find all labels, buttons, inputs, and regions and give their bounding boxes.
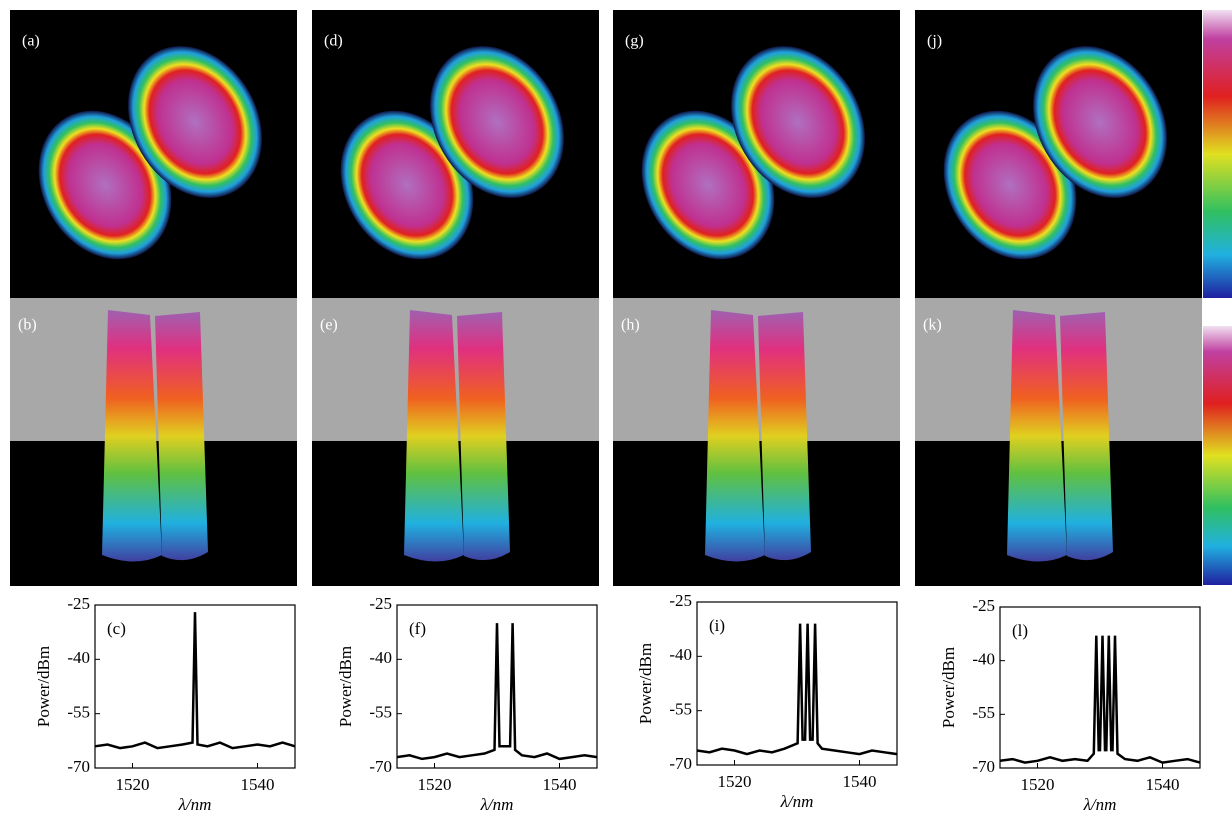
y-tick-label: -55 (972, 703, 995, 722)
y-tick-label: -55 (669, 700, 692, 719)
panel-label: (i) (709, 616, 725, 635)
panel-label: (h) (621, 317, 640, 334)
x-tick-label: 1520 (1021, 775, 1055, 794)
x-tick-label: 1520 (718, 772, 752, 791)
y-tick-label: -25 (972, 596, 995, 615)
surface-pillar (1007, 310, 1067, 562)
y-axis-label: Power/dBm (34, 646, 53, 727)
x-axis-label: λ/nm (1083, 795, 1117, 814)
panel-label: (f) (409, 619, 426, 638)
plot-frame (94, 604, 296, 769)
x-tick-label: 1540 (1146, 775, 1180, 794)
colorbar (1203, 10, 1232, 298)
x-axis-label: λ/nm (780, 792, 814, 811)
mode-lobe (38, 110, 172, 260)
panel-label: (d) (324, 33, 343, 50)
y-axis-label: Power/dBm (336, 646, 355, 727)
y-tick-label: -55 (67, 703, 90, 722)
panel-label: (a) (22, 33, 40, 50)
mode-lobe (430, 46, 564, 198)
y-tick-label: -70 (669, 754, 692, 773)
panel-label: (l) (1012, 621, 1028, 640)
plot-frame (396, 604, 598, 769)
y-tick-label: -25 (369, 594, 392, 613)
y-tick-label: -40 (67, 648, 90, 667)
x-tick-label: 1540 (843, 772, 877, 791)
x-tick-label: 1540 (543, 775, 577, 794)
mode-lobe (1033, 46, 1167, 198)
x-tick-label: 1540 (241, 775, 275, 794)
x-tick-label: 1520 (116, 775, 150, 794)
surface-pillar (457, 312, 510, 561)
mode-lobe (641, 110, 775, 260)
panel-label: (g) (625, 33, 644, 50)
spectrum-line (696, 623, 898, 756)
y-tick-label: -70 (369, 757, 392, 776)
y-tick-label: -40 (369, 648, 392, 667)
colorbar (1203, 326, 1232, 585)
spectrum-line (999, 635, 1201, 764)
surface-pillar (1060, 312, 1113, 561)
surface-pillar (705, 310, 765, 562)
mode-lobe (340, 110, 474, 260)
y-tick-label: -40 (972, 650, 995, 669)
surface-pillar (758, 312, 811, 561)
surface-pillar (404, 310, 464, 562)
surface-pillar (155, 312, 208, 561)
x-tick-label: 1520 (418, 775, 452, 794)
y-tick-label: -25 (669, 591, 692, 610)
panel-label: (j) (927, 33, 942, 50)
x-axis-label: λ/nm (178, 795, 212, 814)
mode-lobe (731, 46, 865, 198)
panel-label: (b) (18, 317, 37, 334)
panel-label: (e) (320, 317, 338, 334)
spectrum-line (396, 623, 598, 761)
y-tick-label: -25 (67, 594, 90, 613)
mode-lobe (128, 46, 262, 198)
panel-label: (c) (107, 619, 126, 638)
panel-label: (k) (923, 317, 942, 334)
x-axis-label: λ/nm (480, 795, 514, 814)
y-axis-label: Power/dBm (636, 643, 655, 724)
y-tick-label: -70 (67, 757, 90, 776)
surface-pillar (102, 310, 162, 562)
spectrum-line (94, 612, 296, 750)
plot-frame (696, 601, 898, 766)
y-tick-label: -55 (369, 703, 392, 722)
y-tick-label: -40 (669, 645, 692, 664)
y-tick-label: -70 (972, 757, 995, 776)
y-axis-label: Power/dBm (939, 647, 958, 728)
plot-frame (999, 606, 1201, 769)
mode-lobe (943, 110, 1077, 260)
